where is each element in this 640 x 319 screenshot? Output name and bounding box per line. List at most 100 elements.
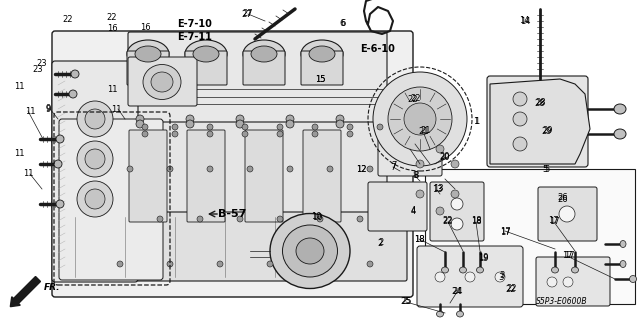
FancyBboxPatch shape bbox=[52, 31, 413, 297]
Ellipse shape bbox=[143, 64, 181, 100]
Circle shape bbox=[85, 109, 105, 129]
Ellipse shape bbox=[56, 200, 64, 208]
Text: 15: 15 bbox=[315, 75, 325, 84]
Text: 25: 25 bbox=[401, 297, 412, 306]
Text: 10: 10 bbox=[312, 212, 323, 221]
Circle shape bbox=[357, 216, 363, 222]
Text: 24: 24 bbox=[452, 287, 462, 296]
FancyBboxPatch shape bbox=[417, 246, 523, 307]
Text: 25: 25 bbox=[401, 298, 412, 307]
FancyBboxPatch shape bbox=[487, 76, 588, 167]
Circle shape bbox=[236, 115, 244, 123]
Text: 11: 11 bbox=[111, 105, 121, 114]
Ellipse shape bbox=[243, 40, 285, 68]
Circle shape bbox=[186, 115, 194, 123]
Text: 3: 3 bbox=[500, 271, 505, 280]
Circle shape bbox=[287, 166, 293, 172]
Circle shape bbox=[77, 101, 113, 137]
Text: 7: 7 bbox=[391, 161, 396, 170]
Text: 16: 16 bbox=[140, 23, 150, 32]
Circle shape bbox=[142, 131, 148, 137]
FancyBboxPatch shape bbox=[52, 61, 138, 282]
Circle shape bbox=[197, 216, 203, 222]
Text: 10: 10 bbox=[312, 212, 322, 221]
Ellipse shape bbox=[56, 135, 64, 143]
Text: 17: 17 bbox=[500, 226, 510, 235]
Bar bbox=[425, 169, 635, 304]
Text: 23: 23 bbox=[33, 64, 44, 73]
FancyBboxPatch shape bbox=[243, 51, 285, 85]
Text: 18: 18 bbox=[472, 216, 482, 225]
Text: 13: 13 bbox=[432, 186, 442, 195]
Circle shape bbox=[277, 216, 283, 222]
Circle shape bbox=[336, 120, 344, 128]
Text: 17: 17 bbox=[500, 228, 511, 237]
Circle shape bbox=[267, 261, 273, 267]
Circle shape bbox=[377, 124, 383, 130]
Circle shape bbox=[242, 131, 248, 137]
Circle shape bbox=[513, 112, 527, 126]
Circle shape bbox=[157, 216, 163, 222]
Text: 18: 18 bbox=[413, 234, 424, 243]
Ellipse shape bbox=[477, 267, 483, 273]
Text: 22: 22 bbox=[507, 284, 517, 293]
Circle shape bbox=[451, 190, 459, 198]
Text: 22: 22 bbox=[411, 94, 421, 103]
Text: 17: 17 bbox=[564, 251, 575, 260]
Text: 19: 19 bbox=[477, 254, 488, 263]
Circle shape bbox=[85, 189, 105, 209]
Text: 24: 24 bbox=[452, 287, 463, 296]
Text: 22: 22 bbox=[107, 13, 117, 23]
Text: 16: 16 bbox=[107, 24, 117, 33]
Circle shape bbox=[207, 166, 213, 172]
Ellipse shape bbox=[54, 160, 62, 168]
Circle shape bbox=[416, 190, 424, 198]
Circle shape bbox=[172, 124, 178, 130]
Text: 18: 18 bbox=[414, 235, 424, 244]
Circle shape bbox=[242, 124, 248, 130]
Circle shape bbox=[172, 131, 178, 137]
Circle shape bbox=[167, 166, 173, 172]
Text: 12: 12 bbox=[356, 166, 366, 174]
Text: 18: 18 bbox=[470, 218, 481, 226]
Circle shape bbox=[513, 92, 527, 106]
Circle shape bbox=[513, 137, 527, 151]
Circle shape bbox=[142, 124, 148, 130]
Text: 20: 20 bbox=[440, 152, 450, 161]
Text: 11: 11 bbox=[14, 82, 24, 91]
Circle shape bbox=[277, 131, 283, 137]
FancyBboxPatch shape bbox=[536, 257, 610, 306]
FancyBboxPatch shape bbox=[538, 187, 597, 241]
Text: 22: 22 bbox=[62, 15, 72, 24]
FancyBboxPatch shape bbox=[185, 51, 227, 85]
Circle shape bbox=[563, 277, 573, 287]
Text: 3: 3 bbox=[499, 272, 504, 281]
Text: 17: 17 bbox=[548, 216, 559, 225]
Ellipse shape bbox=[151, 72, 173, 92]
Ellipse shape bbox=[614, 104, 626, 114]
Text: 17: 17 bbox=[548, 218, 559, 226]
FancyBboxPatch shape bbox=[187, 130, 225, 222]
Text: 9: 9 bbox=[45, 104, 51, 113]
Text: FR.: FR. bbox=[44, 283, 60, 292]
Circle shape bbox=[367, 261, 373, 267]
Ellipse shape bbox=[69, 90, 77, 98]
Circle shape bbox=[127, 166, 133, 172]
Text: 5: 5 bbox=[545, 165, 550, 174]
Ellipse shape bbox=[620, 261, 626, 268]
Circle shape bbox=[465, 272, 475, 282]
Ellipse shape bbox=[282, 225, 337, 277]
Circle shape bbox=[347, 131, 353, 137]
Circle shape bbox=[237, 216, 243, 222]
FancyBboxPatch shape bbox=[378, 122, 442, 176]
FancyBboxPatch shape bbox=[58, 212, 407, 281]
Circle shape bbox=[451, 198, 463, 210]
Circle shape bbox=[207, 131, 213, 137]
Text: 1: 1 bbox=[474, 117, 479, 126]
Text: 28: 28 bbox=[536, 98, 546, 107]
Circle shape bbox=[77, 141, 113, 177]
FancyBboxPatch shape bbox=[430, 182, 484, 241]
Ellipse shape bbox=[296, 238, 324, 264]
Text: 21: 21 bbox=[420, 126, 431, 135]
Circle shape bbox=[559, 206, 575, 222]
